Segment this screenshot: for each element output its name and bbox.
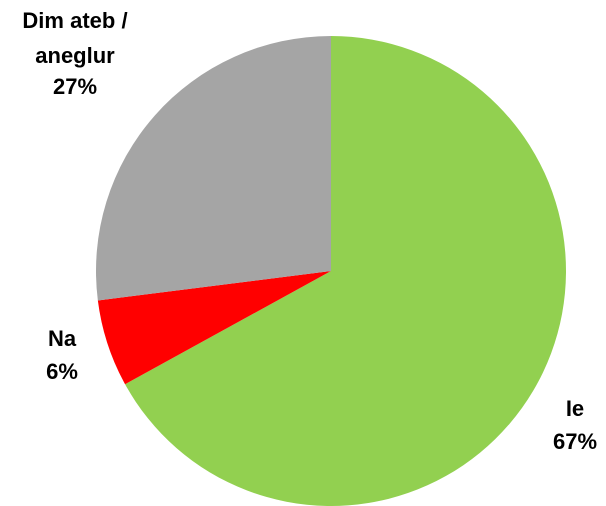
label-line: Dim ateb / [22,8,127,33]
value-label: 6% [46,359,78,384]
pie-slice [125,36,566,506]
slice-label: Na [48,326,77,351]
value-label: 67% [553,429,597,454]
pie-slice [95,36,331,301]
slice-label: Dim ateb / aneglur [22,8,127,68]
value-label: 27% [53,74,97,99]
pie-slice [97,271,331,385]
slice-label: Ie [566,396,584,421]
label-line: aneglur [35,43,115,68]
